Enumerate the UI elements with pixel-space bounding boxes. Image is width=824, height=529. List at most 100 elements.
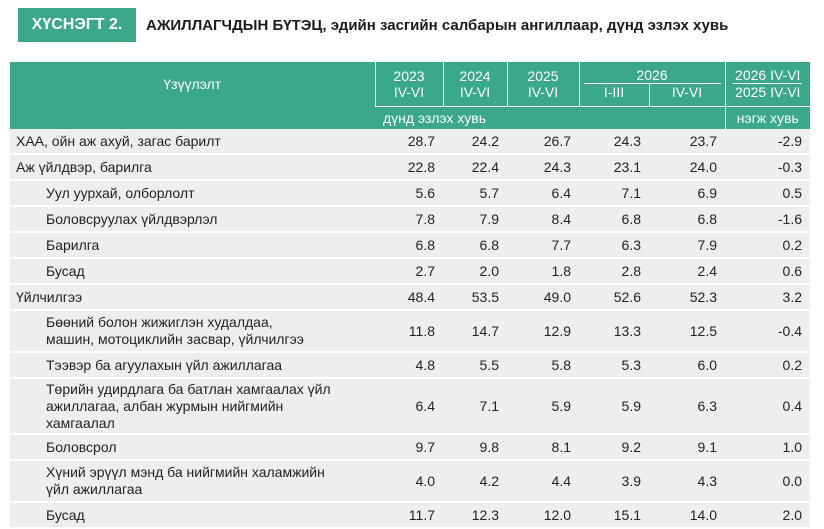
table-header: Үзүүлэлт 2023 2024 2025 2026 2026 IV-VI … (10, 62, 810, 129)
col-2023-year: 2023 (374, 62, 443, 84)
cell-2023: 22.8 (375, 154, 443, 181)
row-label: Бусад (10, 502, 375, 529)
cell-2026-q1: 15.1 (579, 502, 649, 529)
row-label-line: Хүний эрүүл мэнд ба нийгмийн халамжийн (46, 464, 325, 480)
cell-change: 0.6 (725, 258, 810, 285)
row-label-line: Бөөний болон жижиглэн худалдаа, (46, 314, 273, 330)
cell-2025: 49.0 (507, 284, 579, 311)
row-label-line: машин, мотоциклийн засвар, үйлчилгээ (46, 331, 304, 347)
cell-2025: 4.4 (507, 460, 579, 503)
cell-2025: 5.9 (507, 378, 579, 435)
cell-change: -2.9 (725, 129, 810, 155)
cell-2023: 11.7 (375, 502, 443, 529)
row-label: Аж үйлдвэр, барилга (10, 154, 375, 181)
row-label: ХАА, ойн аж ахуй, загас барилт (10, 129, 375, 155)
cell-2024: 7.1 (443, 378, 507, 435)
cell-2026-q2: 12.5 (649, 310, 725, 353)
cell-2026-q1: 13.3 (579, 310, 649, 353)
cell-2023: 5.6 (375, 180, 443, 207)
col-change-bottom: 2025 IV-VI (724, 84, 810, 107)
cell-change: 3.2 (725, 284, 810, 311)
cell-change: 2.0 (725, 502, 810, 529)
cell-2026-q1: 9.2 (579, 434, 649, 461)
cell-2026-q2: 6.0 (649, 352, 725, 379)
indicator-header-label: Үзүүлэлт (163, 76, 222, 93)
cell-change: 1.0 (725, 434, 810, 461)
row-label-line: хамгаалал (46, 414, 115, 431)
table-row: Тээвэр ба агуулахын үйл ажиллагаа 4.8 5.… (10, 352, 810, 379)
cell-2025: 12.0 (507, 502, 579, 529)
cell-2024: 24.2 (443, 129, 507, 155)
cell-2026-q2: 7.9 (649, 232, 725, 259)
indicator-header: Үзүүлэлт (10, 62, 375, 107)
table-row: Үйлчилгээ 48.4 53.5 49.0 52.6 52.3 3.2 (10, 284, 810, 311)
cell-2026-q1: 7.1 (579, 180, 649, 207)
units-spacer (10, 106, 375, 129)
table-row: Бусад 11.7 12.3 12.0 15.1 14.0 2.0 (10, 502, 810, 529)
cell-change: 0.2 (725, 352, 810, 379)
table-title: АЖИЛЛАГЧДЫН БҮТЭЦ, эдийн засгийн салбары… (146, 16, 729, 34)
col-2026-q1: I-III (578, 84, 649, 107)
cell-change: 0.4 (725, 378, 810, 435)
units-change: нэгж хувь (724, 106, 810, 129)
cell-change: -1.6 (725, 206, 810, 233)
col-2024-year: 2024 (442, 62, 507, 84)
table-body: ХАА, ойн аж ахуй, загас барилт 28.7 24.2… (10, 129, 810, 529)
cell-2024: 5.7 (443, 180, 507, 207)
cell-2024: 6.8 (443, 232, 507, 259)
cell-2023: 48.4 (375, 284, 443, 311)
cell-2026-q2: 9.1 (649, 434, 725, 461)
cell-2026-q2: 23.7 (649, 129, 725, 155)
cell-2026-q2: 6.3 (649, 378, 725, 435)
col-2026-year-label: 2026 (583, 67, 721, 84)
table-row: ХАА, ойн аж ахуй, загас барилт 28.7 24.2… (10, 129, 810, 155)
table-row: Бусад 2.7 2.0 1.8 2.8 2.4 0.6 (10, 258, 810, 285)
cell-2026-q1: 52.6 (579, 284, 649, 311)
col-2026-q2: IV-VI (648, 84, 725, 107)
cell-2023: 9.7 (375, 434, 443, 461)
table-row: Төрийн удирдлага ба батлан хамгаалах үйл… (10, 378, 810, 435)
row-label-line: үйл ажиллагаа (46, 481, 143, 497)
cell-2025: 5.8 (507, 352, 579, 379)
table-row: Барилга 6.8 6.8 7.7 6.3 7.9 0.2 (10, 232, 810, 259)
col-2025-period: IV-VI (506, 84, 579, 107)
row-label: Барилга (10, 232, 375, 259)
table-row: Хүний эрүүл мэнд ба нийгмийн халамжийн ү… (10, 460, 810, 503)
cell-2026-q2: 24.0 (649, 154, 725, 181)
cell-2023: 6.8 (375, 232, 443, 259)
col-change-top: 2026 IV-VI (724, 62, 810, 84)
cell-2024: 5.5 (443, 352, 507, 379)
cell-2023: 11.8 (375, 310, 443, 353)
table-row: Аж үйлдвэр, барилга 22.8 22.4 24.3 23.1 … (10, 154, 810, 181)
col-change-top-label: 2026 IV-VI (733, 67, 803, 84)
cell-2025: 12.9 (507, 310, 579, 353)
cell-2026-q2: 6.9 (649, 180, 725, 207)
row-label: Тээвэр ба агуулахын үйл ажиллагаа (10, 352, 375, 379)
cell-2026-q1: 5.9 (579, 378, 649, 435)
cell-2025: 7.7 (507, 232, 579, 259)
row-label: Боловсрол (10, 434, 375, 461)
cell-2025: 6.4 (507, 180, 579, 207)
row-label: Төрийн удирдлага ба батлан хамгаалах үйл… (10, 378, 375, 435)
title-row: ХҮСНЭГТ 2. АЖИЛЛАГЧДЫН БҮТЭЦ, эдийн засг… (0, 0, 824, 52)
row-label-line: Төрийн удирдлага ба батлан хамгаалах үйл (46, 380, 331, 397)
cell-change: 0.0 (725, 460, 810, 503)
cell-2024: 53.5 (443, 284, 507, 311)
col-2025-year: 2025 (506, 62, 579, 84)
units-share: дүнд эзлэх хувь (375, 106, 725, 129)
cell-2024: 7.9 (443, 206, 507, 233)
cell-change: -0.3 (725, 154, 810, 181)
row-label: Үйлчилгээ (10, 284, 375, 311)
cell-2024: 9.8 (443, 434, 507, 461)
cell-2025: 8.4 (507, 206, 579, 233)
data-table-wrapper: Үзүүлэлт 2023 2024 2025 2026 2026 IV-VI … (10, 62, 810, 529)
cell-2025: 1.8 (507, 258, 579, 285)
cell-change: 0.5 (725, 180, 810, 207)
table-number-tag: ХҮСНЭГТ 2. (18, 8, 136, 42)
cell-2025: 24.3 (507, 154, 579, 181)
cell-2024: 12.3 (443, 502, 507, 529)
cell-2026-q1: 5.3 (579, 352, 649, 379)
cell-2023: 4.8 (375, 352, 443, 379)
cell-2025: 26.7 (507, 129, 579, 155)
cell-change: 0.2 (725, 232, 810, 259)
